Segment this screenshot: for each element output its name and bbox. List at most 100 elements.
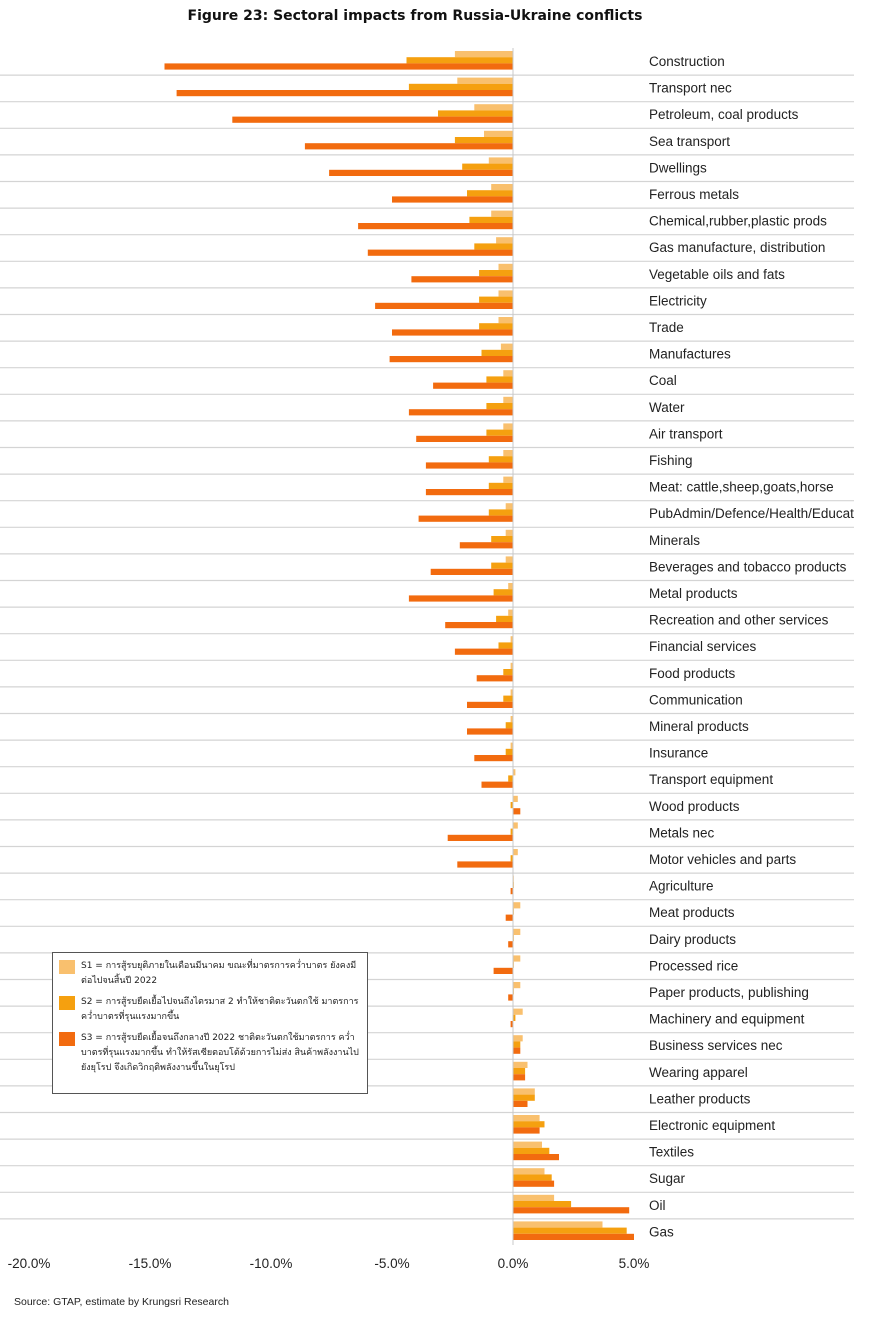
bar-s3 (329, 169, 513, 176)
bar-s1 (513, 1221, 603, 1228)
bar-s3 (418, 515, 513, 522)
bar-s1 (513, 1115, 540, 1122)
bar-s1 (513, 928, 521, 935)
category-label: Air transport (649, 426, 723, 441)
bar-s2 (469, 216, 513, 223)
bar-s3 (513, 808, 521, 815)
category-label: Vegetable oils and fats (649, 267, 785, 282)
bar-s1 (510, 716, 513, 723)
bar-s2 (503, 695, 513, 702)
bar-s1 (510, 689, 513, 696)
bar-s2 (505, 748, 513, 755)
bar-s3 (408, 595, 513, 602)
bar-s2 (486, 429, 513, 436)
category-label: Sea transport (649, 134, 730, 149)
category-label: Ferrous metals (649, 187, 739, 202)
bar-s2 (488, 482, 513, 489)
bar-s2 (479, 296, 513, 303)
bar-s2 (479, 323, 513, 330)
bar-s1 (513, 955, 521, 962)
legend-swatch-s3 (59, 1032, 75, 1046)
bar-s1 (488, 157, 513, 164)
bar-s3 (513, 1074, 526, 1081)
bar-s1 (505, 529, 513, 536)
category-label: PubAdmin/Defence/Health/Educat (649, 506, 854, 521)
bar-s3 (457, 861, 513, 868)
bar-s2 (505, 722, 513, 729)
category-label: Leather products (649, 1091, 751, 1106)
bar-s3 (510, 888, 513, 895)
category-label: Beverages and tobacco products (649, 559, 847, 574)
bar-s2 (513, 1227, 627, 1234)
bar-s1 (513, 1141, 542, 1148)
bar-s2 (462, 163, 513, 170)
x-tick-label: -15.0% (129, 1256, 172, 1271)
category-label: Motor vehicles and parts (649, 852, 796, 867)
category-label: Wearing apparel (649, 1065, 748, 1080)
category-label: Sugar (649, 1171, 686, 1186)
bar-s2 (408, 83, 513, 90)
bar-s2 (510, 802, 513, 809)
bar-s2 (406, 57, 513, 64)
bar-s1 (498, 263, 513, 270)
bar-s3 (447, 834, 513, 841)
bar-s3 (508, 994, 513, 1001)
bar-s1 (505, 556, 513, 563)
bar-s2 (513, 1174, 552, 1181)
bar-s2 (513, 1041, 521, 1048)
bar-s3 (513, 1154, 559, 1161)
category-label: Metals nec (649, 825, 715, 840)
bar-s3 (433, 382, 513, 389)
category-label: Machinery and equipment (649, 1012, 805, 1027)
bar-s2 (467, 190, 513, 197)
category-label: Trade (649, 320, 684, 335)
bar-s3 (304, 143, 513, 150)
category-label: Dairy products (649, 932, 736, 947)
category-label: Financial services (649, 639, 757, 654)
bar-s3 (474, 755, 513, 762)
legend-item-s2: S2 = การสู้รบยืดเยื้อไปจนถึงไตรมาส 2 ทำใ… (59, 995, 361, 1025)
bar-s1 (513, 1061, 528, 1068)
category-label: Construction (649, 54, 725, 69)
bar-s3 (476, 675, 513, 682)
bars-group (164, 51, 634, 1240)
bar-s1 (513, 1168, 545, 1175)
category-label: Mineral products (649, 719, 749, 734)
category-label: Gas manufacture, distribution (649, 240, 825, 255)
category-label: Processed rice (649, 958, 738, 973)
category-label: Chemical,rubber,plastic prods (649, 214, 827, 229)
category-label: Minerals (649, 533, 700, 548)
bar-s3 (392, 196, 513, 203)
bar-s3 (367, 249, 513, 256)
bar-s3 (411, 276, 513, 283)
bar-s2 (513, 1068, 526, 1075)
bar-s1 (496, 237, 513, 244)
bar-s2 (498, 642, 513, 649)
x-tick-label: 5.0% (619, 1256, 650, 1271)
bar-s2 (493, 589, 513, 596)
category-label: Agriculture (649, 879, 714, 894)
bar-s1 (513, 1035, 523, 1042)
bar-s1 (457, 77, 513, 84)
bar-s2 (488, 509, 513, 516)
bar-s3 (392, 329, 513, 336)
legend-label-s1: S1 = การสู้รบยุติภายในเดือนมีนาคม ขณะที่… (81, 961, 357, 986)
bar-s3 (232, 116, 514, 123)
bar-s1 (510, 662, 513, 669)
bar-s2 (508, 775, 513, 782)
bar-s3 (513, 1100, 528, 1107)
bar-s2 (491, 562, 513, 569)
legend-label-s2: S2 = การสู้รบยืดเยื้อไปจนถึงไตรมาส 2 ทำใ… (81, 997, 359, 1022)
category-label: Meat: cattle,sheep,goats,horse (649, 480, 834, 495)
bar-s3 (445, 622, 513, 629)
category-label: Insurance (649, 746, 708, 761)
bar-s1 (503, 450, 513, 457)
category-label: Communication (649, 692, 743, 707)
bar-s1 (513, 1008, 523, 1015)
bar-s2 (474, 243, 513, 250)
category-label: Coal (649, 373, 677, 388)
bar-s1 (474, 104, 513, 111)
category-label: Meat products (649, 905, 735, 920)
bar-s3 (375, 302, 513, 309)
bar-s1 (513, 795, 518, 802)
